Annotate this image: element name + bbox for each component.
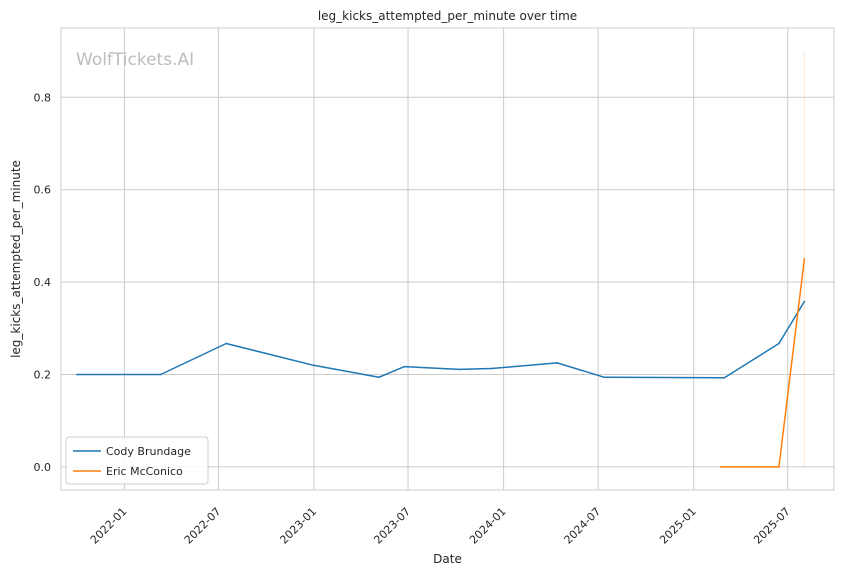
y-tick-label: 0.0 <box>34 461 52 474</box>
data-point <box>159 373 162 376</box>
y-tick-label: 0.4 <box>34 276 52 289</box>
x-tick-label: 2023-07 <box>371 505 413 547</box>
x-tick-label: 2024-07 <box>562 505 604 547</box>
data-point <box>778 466 780 468</box>
data-point <box>312 364 315 367</box>
series-line-1 <box>720 258 806 468</box>
x-tick-label: 2022-07 <box>182 505 224 547</box>
legend: Cody Brundage Eric McConico <box>65 436 209 485</box>
data-point <box>719 466 722 468</box>
data-point <box>723 376 726 379</box>
data-point <box>603 376 606 379</box>
x-tick-label: 2024-01 <box>467 505 509 547</box>
series-line-0 <box>77 301 806 379</box>
x-tick-label: 2025-07 <box>751 505 793 547</box>
data-point <box>76 373 79 376</box>
series-layer <box>76 51 806 468</box>
data-point <box>556 362 559 364</box>
x-tick-label: 2022-01 <box>88 505 130 547</box>
data-point <box>803 300 806 303</box>
y-axis-label: leg_kicks_attempted_per_minute <box>9 160 23 358</box>
grid <box>61 28 834 490</box>
data-point <box>778 342 780 345</box>
watermark: WolfTickets.AI <box>76 50 194 70</box>
x-tick-label: 2025-01 <box>657 505 699 547</box>
y-tick-label: 0.8 <box>34 91 52 104</box>
data-point <box>458 368 460 371</box>
y-tick-label: 0.6 <box>34 184 52 197</box>
data-point <box>490 367 493 370</box>
data-point <box>803 258 806 260</box>
legend-label-1: Eric McConico <box>106 465 183 478</box>
data-point <box>403 365 406 368</box>
data-point <box>225 342 228 345</box>
chart-title: leg_kicks_attempted_per_minute over time <box>318 9 577 23</box>
x-axis-label: Date <box>433 552 462 566</box>
x-tick-label: 2023-01 <box>277 505 319 547</box>
y-tick-label: 0.2 <box>34 369 52 382</box>
legend-box <box>65 436 209 485</box>
plot-frame <box>60 27 835 491</box>
data-point <box>378 376 380 379</box>
legend-label-0: Cody Brundage <box>106 445 191 458</box>
